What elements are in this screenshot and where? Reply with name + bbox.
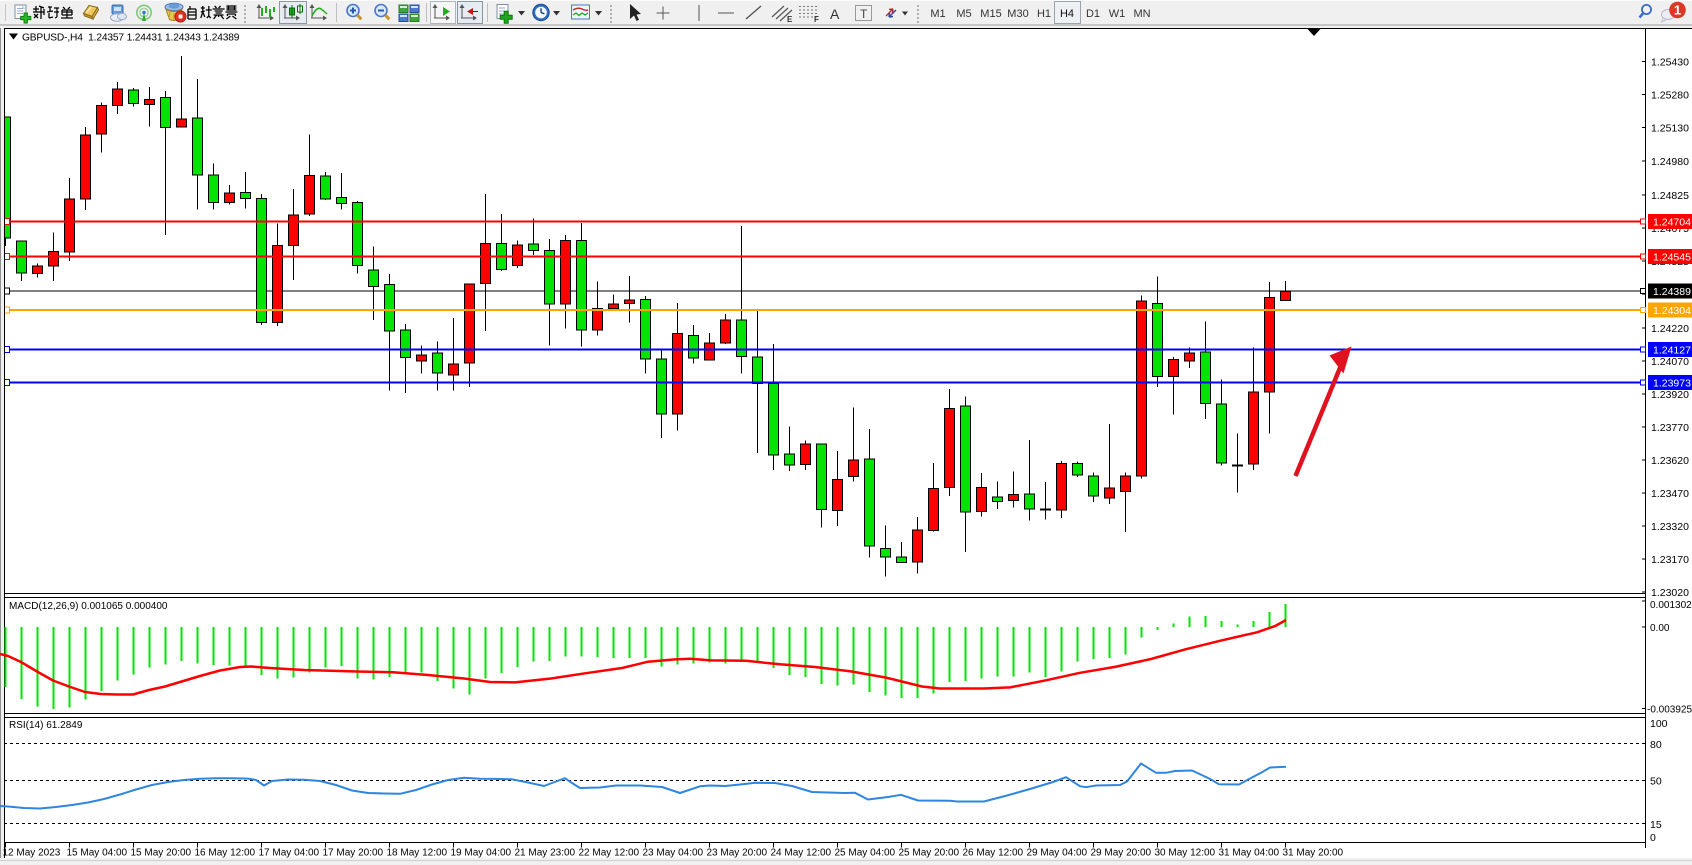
svg-text:21 May 23:00: 21 May 23:00: [515, 848, 576, 859]
svg-text:31 May 04:00: 31 May 04:00: [1219, 848, 1280, 859]
svg-text:MACD(12,26,9) 0.001065 0.00040: MACD(12,26,9) 0.001065 0.000400: [9, 601, 168, 612]
svg-text:100: 100: [1650, 718, 1668, 730]
svg-text:W1: W1: [1109, 8, 1126, 20]
svg-text:A: A: [830, 6, 840, 22]
svg-text:1.23170: 1.23170: [1651, 554, 1689, 566]
svg-text:1.23973: 1.23973: [1653, 377, 1691, 389]
svg-text:16 May 12:00: 16 May 12:00: [195, 848, 256, 859]
svg-text:17 May 04:00: 17 May 04:00: [259, 848, 320, 859]
svg-text:1.24127: 1.24127: [1653, 345, 1691, 357]
svg-text:29 May 20:00: 29 May 20:00: [1091, 848, 1152, 859]
svg-text:23 May 04:00: 23 May 04:00: [643, 848, 704, 859]
svg-text:1.25130: 1.25130: [1651, 123, 1689, 135]
svg-text:1.24070: 1.24070: [1651, 356, 1689, 368]
svg-text:15 May 20:00: 15 May 20:00: [131, 848, 192, 859]
svg-text:12 May 2023: 12 May 2023: [3, 848, 61, 859]
svg-text:26 May 12:00: 26 May 12:00: [963, 848, 1024, 859]
svg-text:29 May 04:00: 29 May 04:00: [1027, 848, 1088, 859]
svg-text:GBPUSD-,H4 1.24357 1.24431 1.: GBPUSD-,H4 1.24357 1.24431 1.24343 1.243…: [22, 33, 240, 44]
svg-text:1.23920: 1.23920: [1651, 389, 1689, 401]
svg-text:1.24304: 1.24304: [1653, 305, 1691, 317]
svg-text:1.24825: 1.24825: [1651, 190, 1689, 202]
svg-text:M15: M15: [980, 8, 1001, 20]
svg-text:25 May 04:00: 25 May 04:00: [835, 848, 896, 859]
svg-text:1.24220: 1.24220: [1651, 323, 1689, 335]
svg-text:1.23620: 1.23620: [1651, 455, 1689, 467]
svg-text:D1: D1: [1086, 8, 1100, 20]
svg-text:1.23770: 1.23770: [1651, 422, 1689, 434]
svg-text:M30: M30: [1007, 8, 1028, 20]
svg-text:1.23020: 1.23020: [1651, 587, 1689, 599]
svg-text:0: 0: [1650, 832, 1656, 844]
svg-text:-0.003925: -0.003925: [1647, 705, 1692, 716]
svg-text:24 May 12:00: 24 May 12:00: [771, 848, 832, 859]
svg-text:1.23320: 1.23320: [1651, 521, 1689, 533]
svg-text:H4: H4: [1060, 8, 1074, 20]
svg-text:1.24545: 1.24545: [1653, 252, 1691, 264]
svg-text:0.00: 0.00: [1650, 623, 1670, 634]
svg-text:F: F: [814, 15, 819, 24]
svg-text:15: 15: [1650, 819, 1662, 831]
svg-text:31 May 20:00: 31 May 20:00: [1283, 848, 1344, 859]
svg-text:22 May 12:00: 22 May 12:00: [579, 848, 640, 859]
svg-text:RSI(14) 61.2849: RSI(14) 61.2849: [9, 720, 83, 731]
svg-text:1.25430: 1.25430: [1651, 57, 1689, 69]
svg-text:H1: H1: [1037, 8, 1051, 20]
svg-text:30 May 12:00: 30 May 12:00: [1155, 848, 1216, 859]
svg-text:M1: M1: [930, 8, 945, 20]
svg-text:1.24389: 1.24389: [1653, 286, 1691, 298]
svg-text:E: E: [787, 15, 793, 24]
svg-text:1: 1: [1674, 3, 1681, 18]
svg-text:25 May 20:00: 25 May 20:00: [899, 848, 960, 859]
svg-text:15 May 04:00: 15 May 04:00: [67, 848, 128, 859]
svg-text:1.23470: 1.23470: [1651, 488, 1689, 500]
svg-text:18 May 12:00: 18 May 12:00: [387, 848, 448, 859]
svg-text:50: 50: [1650, 776, 1662, 788]
svg-text:23 May 20:00: 23 May 20:00: [707, 848, 768, 859]
svg-text:19 May 04:00: 19 May 04:00: [451, 848, 512, 859]
svg-text:T: T: [860, 7, 868, 21]
svg-text:17 May 20:00: 17 May 20:00: [323, 848, 384, 859]
svg-text:1.25280: 1.25280: [1651, 90, 1689, 102]
svg-text:0.001302: 0.001302: [1650, 600, 1692, 611]
svg-text:1.24980: 1.24980: [1651, 156, 1689, 168]
svg-text:M5: M5: [956, 8, 971, 20]
svg-text:1.24704: 1.24704: [1653, 217, 1691, 229]
svg-text:MN: MN: [1133, 8, 1150, 20]
svg-text:80: 80: [1650, 739, 1662, 751]
